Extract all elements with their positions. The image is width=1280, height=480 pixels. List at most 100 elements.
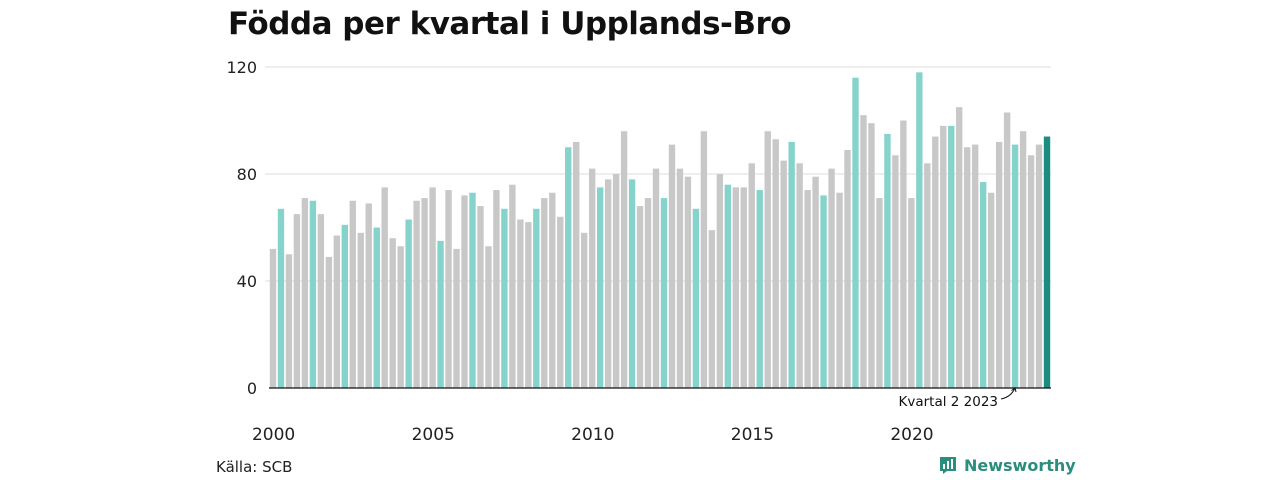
bar (317, 214, 325, 389)
bar (820, 195, 827, 388)
bar (533, 208, 540, 388)
bar (868, 123, 875, 389)
bar (796, 163, 803, 388)
x-tick-label: 2015 (731, 425, 774, 445)
bar (565, 147, 572, 388)
bar (269, 248, 277, 388)
bar (660, 198, 668, 388)
y-tick-label: 0 (247, 379, 257, 398)
bar (333, 235, 341, 388)
bar (908, 198, 915, 388)
bar (325, 256, 333, 388)
bar (812, 176, 819, 388)
annotation-label: Kvartal 2 2023 (898, 394, 998, 410)
bar (636, 206, 644, 388)
bar (509, 184, 516, 388)
bar (924, 163, 931, 388)
bar (285, 254, 293, 388)
bar (477, 206, 484, 388)
bar (892, 155, 899, 388)
bar (581, 232, 588, 388)
bar (604, 179, 612, 388)
bar (836, 192, 843, 388)
bar (764, 131, 771, 388)
bar (860, 115, 867, 389)
bar (1011, 144, 1019, 388)
bar (644, 198, 652, 388)
bar (772, 139, 779, 388)
bar (389, 238, 396, 388)
bar (373, 227, 380, 388)
bar (381, 187, 388, 389)
chart-logo-icon (940, 457, 956, 474)
bar (421, 198, 428, 388)
bar (876, 198, 883, 388)
bar (948, 125, 955, 388)
bar (676, 168, 684, 388)
bar (700, 131, 708, 388)
x-tick-label: 2000 (252, 425, 295, 445)
bar (940, 125, 947, 388)
bar (684, 176, 692, 388)
bar (620, 131, 628, 388)
bar (501, 208, 508, 388)
axes: 0 40 80 120 2000 2005 2010 2015 2020 (226, 58, 1051, 445)
bar (964, 147, 971, 388)
bar (900, 120, 907, 388)
x-tick-label: 2010 (571, 425, 614, 445)
bar (517, 219, 524, 388)
bar (413, 200, 420, 388)
bar (541, 198, 548, 388)
bar (365, 203, 372, 388)
bar (588, 168, 596, 388)
bar (756, 190, 763, 388)
bar (652, 168, 660, 388)
x-tick-label: 2005 (412, 425, 455, 445)
bar (309, 200, 317, 388)
bar (301, 198, 309, 388)
bar (740, 187, 747, 389)
bar (429, 187, 436, 389)
bar (525, 222, 532, 388)
bar (1027, 155, 1035, 388)
bar (956, 107, 963, 389)
bar (397, 246, 404, 388)
bar (1003, 112, 1011, 388)
annotation-arrowhead (1011, 387, 1017, 393)
bar (916, 72, 923, 388)
bar (1035, 144, 1043, 388)
bar (804, 190, 811, 388)
bar (732, 187, 739, 389)
bar (485, 246, 492, 388)
bar (1019, 131, 1027, 388)
bar (341, 224, 348, 388)
bar (453, 248, 460, 388)
bar (716, 174, 724, 388)
bar (461, 195, 468, 388)
bar (884, 133, 891, 388)
bar (573, 141, 580, 388)
bar (979, 182, 987, 388)
annotation-arrow (1000, 387, 1016, 400)
bar (1043, 136, 1051, 388)
brand-logo: Newsworthy (938, 455, 1076, 475)
bar (748, 163, 755, 388)
bar (844, 149, 851, 388)
annotation: Kvartal 2 2023 (898, 387, 1017, 410)
bar (557, 216, 564, 388)
bar (708, 230, 716, 388)
bar (405, 219, 412, 388)
bar (293, 214, 301, 389)
bar (828, 168, 835, 388)
bar (445, 190, 452, 388)
bars (269, 72, 1051, 389)
bar (612, 174, 620, 388)
bar (852, 77, 859, 388)
bar (692, 208, 700, 388)
bar (972, 144, 979, 388)
bar (549, 192, 556, 388)
y-tick-label: 120 (226, 58, 257, 77)
bar (349, 200, 356, 388)
bar (995, 141, 1003, 388)
